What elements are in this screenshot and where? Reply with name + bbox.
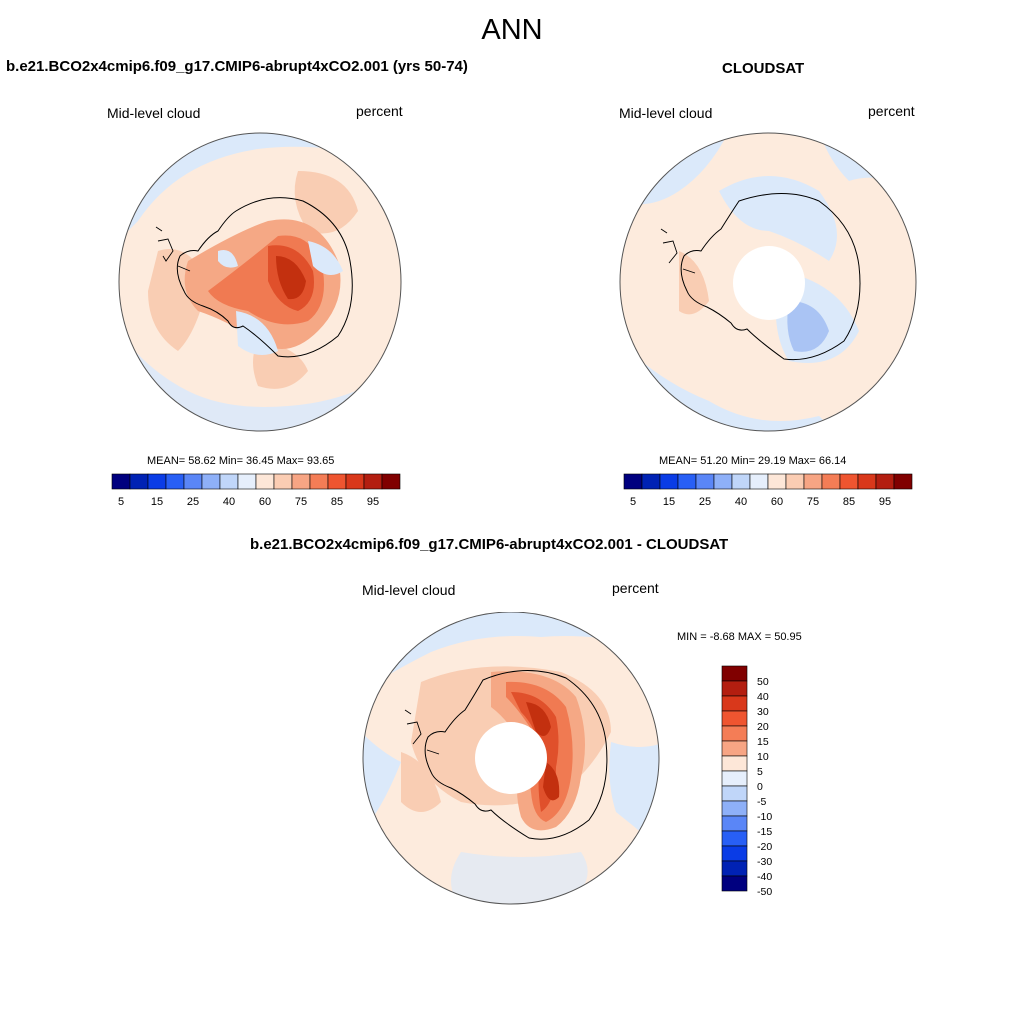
panel-2-colorbar: 5 15 25 40 60 75 85 95	[623, 473, 913, 508]
panel-1-map	[118, 132, 402, 432]
panel-3-map	[362, 612, 660, 905]
panel-1-colorbar-tick-label: 5	[118, 496, 124, 508]
panel-1-colorbar-box	[147, 473, 167, 490]
panel-2-colorbar-tick-label: 15	[663, 496, 675, 508]
panel-3-colorbar-box	[721, 695, 748, 712]
panel-3-colorbar-tick-label: 20	[757, 721, 769, 733]
panel-3-colorbar-tick-label: -15	[757, 826, 772, 838]
panel-2-stats: MEAN= 51.20 Min= 29.19 Max= 66.14	[659, 455, 847, 467]
panel-3-colorbar-tick-label: -30	[757, 856, 772, 868]
panel-2-colorbar-box	[803, 473, 823, 490]
panel-1-left-label: Mid-level cloud	[107, 105, 201, 121]
panel-2-colorbar-box	[641, 473, 661, 490]
panel-1-colorbar-tick-label: 95	[367, 496, 379, 508]
panel-2-colorbar-box	[713, 473, 733, 490]
panel-3-colorbar-box	[721, 800, 748, 817]
panel-3-stats: MIN = -8.68 MAX = 50.95	[677, 631, 802, 643]
panel-3-colorbar-tick-label: -5	[757, 796, 766, 808]
panel-2-colorbar-box	[749, 473, 769, 490]
panel-1-colorbar-box	[183, 473, 203, 490]
panel-1-colorbar-tick-label: 25	[187, 496, 199, 508]
panel-1-colorbar-box	[219, 473, 239, 490]
panel-2-colorbar-box	[821, 473, 841, 490]
panel-2-colorbar-tick-label: 5	[630, 496, 636, 508]
panel-3-colorbar-tick-label: -20	[757, 841, 772, 853]
panel-1-colorbar-box	[327, 473, 347, 490]
panel-3-colorbar-tick-label: -40	[757, 871, 772, 883]
panel-3-colorbar-box	[721, 710, 748, 727]
panel-1-colorbar-tick-label: 40	[223, 496, 235, 508]
panel-2-colorbar-box	[659, 473, 679, 490]
panel-2-colorbar-box	[857, 473, 877, 490]
panel-2-colorbar-box	[767, 473, 787, 490]
panel-1-colorbar-box	[291, 473, 311, 490]
panel-2-colorbar-box	[677, 473, 697, 490]
panel-3-left-label: Mid-level cloud	[362, 582, 456, 598]
panel-2-colorbar-box	[623, 473, 643, 490]
panel-1-colorbar: 5 15 25 40 60 75 85 95	[111, 473, 401, 508]
panel-3-colorbar-box	[721, 785, 748, 802]
panel-2-colorbar-tick-label: 60	[771, 496, 783, 508]
panel-3-colorbar-tick-label: 10	[757, 751, 769, 763]
panel-2-colorbar-box	[893, 473, 913, 490]
panel-3-colorbar-box	[721, 770, 748, 787]
panel-2-title: CLOUDSAT	[722, 60, 805, 77]
panel-1-units-label: percent	[356, 103, 403, 119]
panel-2-colorbar-box	[695, 473, 715, 490]
panel-3-colorbar-box	[721, 740, 748, 757]
panel-1-stats: MEAN= 58.62 Min= 36.45 Max= 93.65	[147, 455, 335, 467]
panel-2-map	[619, 132, 917, 432]
panel-3-colorbar-box	[721, 860, 748, 877]
panel-3-colorbar-box	[721, 815, 748, 832]
panel-1-colorbar-tick-label: 75	[295, 496, 307, 508]
panel-3-colorbar-box	[721, 725, 748, 742]
panel-2-colorbar-box	[875, 473, 895, 490]
panel-3-title: b.e21.BCO2x4cmip6.f09_g17.CMIP6-abrupt4x…	[250, 536, 729, 553]
panel-3-colorbar-tick-label: 40	[757, 691, 769, 703]
panel-3-colorbar-tick-label: 15	[757, 736, 769, 748]
panel-1-colorbar-box	[381, 473, 401, 490]
panel-1-colorbar-box	[129, 473, 149, 490]
panel-1-colorbar-box	[201, 473, 221, 490]
panel-3-colorbar-tick-label: 50	[757, 676, 769, 688]
panel-3-colorbar-tick-label: 30	[757, 706, 769, 718]
panel-2-colorbar-tick-label: 40	[735, 496, 747, 508]
panel-2-left-label: Mid-level cloud	[619, 105, 713, 121]
panel-3-colorbar-box	[721, 875, 748, 892]
panel-3-colorbar-tick-label: -50	[757, 886, 772, 898]
panel-1-title: b.e21.BCO2x4cmip6.f09_g17.CMIP6-abrupt4x…	[6, 58, 468, 75]
panel-2-colorbar-box	[731, 473, 751, 490]
panel-3-colorbar-box	[721, 665, 748, 682]
panel-1-colorbar-tick-label: 85	[331, 496, 343, 508]
panel-1-colorbar-tick-label: 15	[151, 496, 163, 508]
panel-3-colorbar-box	[721, 845, 748, 862]
panel-1-colorbar-box	[111, 473, 131, 490]
panel-2-colorbar-tick-label: 95	[879, 496, 891, 508]
panel-2-colorbar-box	[785, 473, 805, 490]
panel-3-colorbar-box	[721, 680, 748, 697]
panel-2-colorbar-tick-label: 25	[699, 496, 711, 508]
panel-3-colorbar-tick-label: 5	[757, 766, 763, 778]
panel-1-colorbar-box	[255, 473, 275, 490]
panel-2-colorbar-tick-label: 85	[843, 496, 855, 508]
panel-1-colorbar-box	[363, 473, 383, 490]
panel-2-colorbar-tick-label: 75	[807, 496, 819, 508]
panel-1-colorbar-box	[165, 473, 185, 490]
panel-3-colorbar-tick-label: 0	[757, 781, 763, 793]
panel-3-units-label: percent	[612, 580, 659, 596]
panel-1-colorbar-box	[345, 473, 365, 490]
panel-1-colorbar-tick-label: 60	[259, 496, 271, 508]
panel-3-colorbar-box	[721, 830, 748, 847]
figure-title: ANN	[481, 14, 543, 46]
panel-2-colorbar-box	[839, 473, 859, 490]
panel-1-colorbar-box	[309, 473, 329, 490]
panel-1-colorbar-box	[237, 473, 257, 490]
panel-2-units-label: percent	[868, 103, 915, 119]
panel-3-colorbar-tick-label: -10	[757, 811, 772, 823]
panel-1-colorbar-box	[273, 473, 293, 490]
panel-3-colorbar-box	[721, 755, 748, 772]
